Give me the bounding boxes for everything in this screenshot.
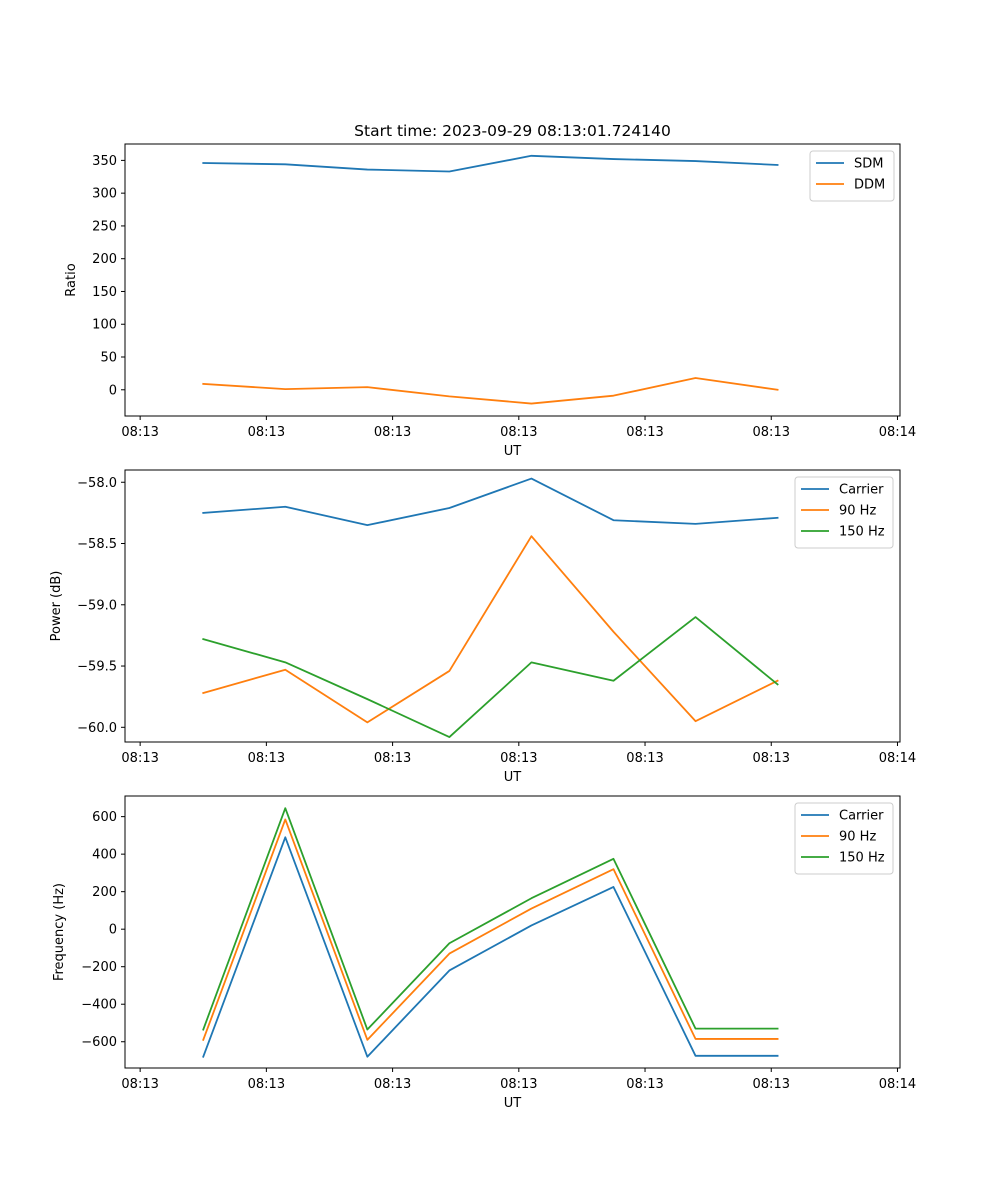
series-line-carrier	[202, 836, 779, 1058]
x-tick-label: 08:13	[500, 751, 537, 766]
y-axis-label: Power (dB)	[49, 571, 64, 642]
chart-panel-3: 08:13 08:13 08:13 08:13 08:13 08:13 08:14 −600 −…	[52, 795, 916, 1111]
x-tick-label: 08:13	[753, 1077, 790, 1092]
x-tick-label: 08:13	[121, 1077, 158, 1092]
y-tick-label: −59.0	[77, 598, 117, 613]
y-tick-label: 0	[109, 383, 117, 398]
series-line-ddm	[202, 377, 779, 405]
legend-entry: Carrier	[839, 809, 884, 824]
y-axis-label: Frequency (Hz)	[52, 883, 67, 981]
x-tick-label: 08:13	[626, 751, 663, 766]
series-line-150-hz	[202, 616, 779, 738]
x-tick-label: 08:13	[500, 425, 537, 440]
y-tick-label: 200	[92, 885, 117, 900]
legend-entry: 90 Hz	[839, 504, 876, 519]
y-tick-label: 50	[100, 351, 117, 366]
y-tick-label: 0	[109, 923, 117, 938]
y-axis-label: Ratio	[64, 263, 79, 296]
legend: Carrier 90 Hz 150 Hz	[794, 802, 894, 875]
x-tick-label: 08:13	[248, 1077, 285, 1092]
x-tick-label: 08:13	[500, 1077, 537, 1092]
x-tick-label: 08:13	[248, 751, 285, 766]
legend-entry: 150 Hz	[839, 525, 885, 540]
x-tick-label: 08:14	[879, 751, 916, 766]
series-line-carrier	[202, 477, 779, 527]
x-tick-label: 08:14	[879, 425, 916, 440]
series-line-150-hz	[202, 807, 779, 1031]
series-line-90-hz	[202, 535, 779, 724]
x-tick-label: 08:13	[374, 751, 411, 766]
axes-frame	[124, 469, 901, 743]
legend-entry: SDM	[854, 157, 883, 172]
x-tick-label: 08:13	[374, 425, 411, 440]
y-tick-label: 600	[92, 810, 117, 825]
y-tick-label: −600	[81, 1035, 117, 1050]
y-tick-label: −58.5	[77, 537, 117, 552]
x-tick-label: 08:13	[626, 1077, 663, 1092]
y-tick-label: −59.5	[77, 660, 117, 675]
y-tick-label: 100	[92, 318, 117, 333]
axes-frame	[124, 143, 901, 417]
x-axis-label: UT	[504, 444, 522, 459]
y-tick-label: 150	[92, 285, 117, 300]
y-tick-label: −58.0	[77, 476, 117, 491]
y-tick-label: 200	[92, 252, 117, 267]
y-tick-label: 350	[92, 154, 117, 169]
x-tick-label: 08:13	[121, 751, 158, 766]
x-axis-label: UT	[504, 770, 522, 785]
y-tick-label: 400	[92, 848, 117, 863]
x-tick-label: 08:13	[248, 425, 285, 440]
x-tick-label: 08:14	[879, 1077, 916, 1092]
series-line-90-hz	[202, 818, 779, 1042]
chart-panel-2: 08:13 08:13 08:13 08:13 08:13 08:13 08:14 −60.0…	[49, 469, 916, 785]
chart-panel-1: 08:13 08:13 08:13 08:13 08:13 08:13 08:14 0 50 10…	[64, 143, 916, 459]
y-tick-label: 300	[92, 187, 117, 202]
y-tick-label: 250	[92, 219, 117, 234]
y-tick-label: −400	[81, 998, 117, 1013]
axes-frame	[124, 795, 901, 1069]
legend: SDM DDM	[809, 150, 895, 202]
legend-entry: Carrier	[839, 483, 884, 498]
legend-entry: 90 Hz	[839, 830, 876, 845]
x-tick-label: 08:13	[753, 751, 790, 766]
y-tick-label: −60.0	[77, 721, 117, 736]
x-tick-label: 08:13	[753, 425, 790, 440]
legend: Carrier 90 Hz 150 Hz	[794, 476, 894, 549]
legend-entry: DDM	[854, 178, 885, 193]
figure-title: Start time: 2023-09-29 08:13:01.724140	[354, 122, 671, 140]
series-line-sdm	[202, 154, 779, 173]
x-tick-label: 08:13	[374, 1077, 411, 1092]
x-tick-label: 08:13	[626, 425, 663, 440]
legend-entry: 150 Hz	[839, 851, 885, 866]
y-tick-label: −200	[81, 960, 117, 975]
x-tick-label: 08:13	[121, 425, 158, 440]
x-axis-label: UT	[504, 1096, 522, 1111]
